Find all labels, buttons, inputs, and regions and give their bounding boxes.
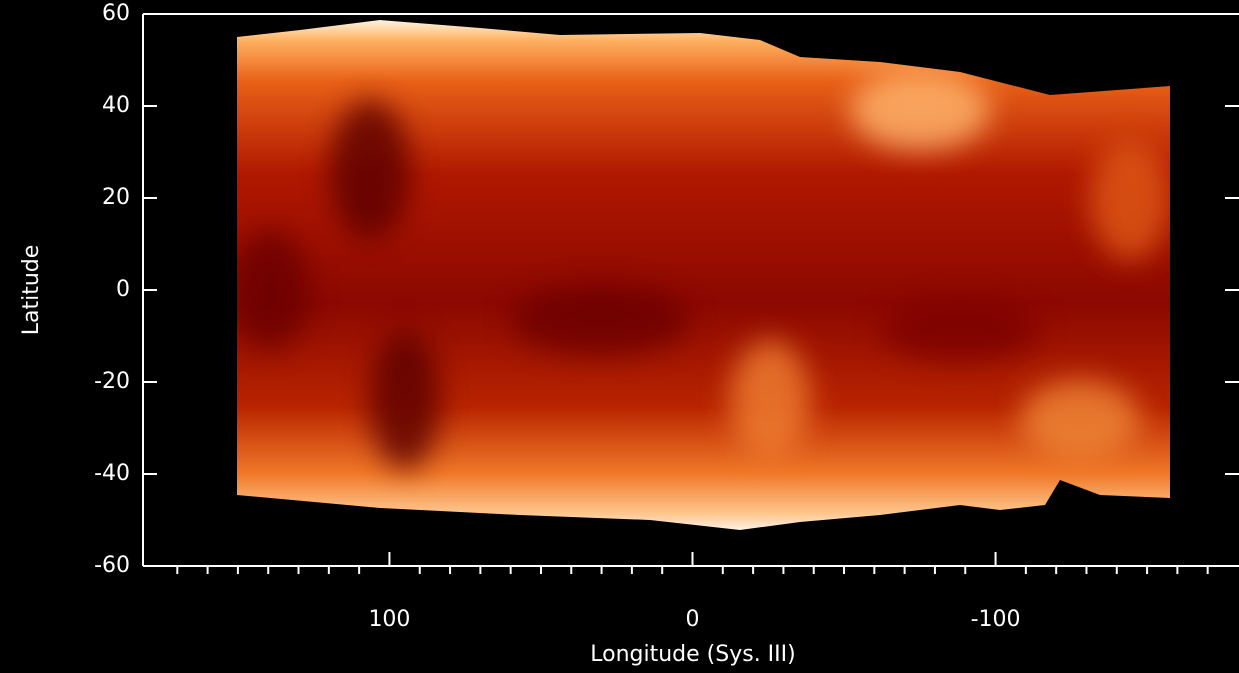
y-tick-label: -20 bbox=[94, 369, 130, 394]
y-tick-label: 20 bbox=[102, 185, 130, 210]
y-axis-label: Latitude bbox=[19, 245, 44, 336]
heatmap-field bbox=[237, 20, 1170, 530]
y-tick-label: -40 bbox=[94, 461, 130, 486]
y-tick-label: -60 bbox=[94, 553, 130, 578]
y-tick-label: 60 bbox=[102, 1, 130, 26]
y-tick-label: 40 bbox=[102, 93, 130, 118]
y-tick-label: 0 bbox=[116, 277, 130, 302]
x-axis-label: Longitude (Sys. III) bbox=[590, 642, 795, 667]
x-tick-label: 0 bbox=[686, 607, 700, 632]
x-tick-label: -100 bbox=[971, 607, 1021, 632]
x-tick-label: 100 bbox=[368, 607, 410, 632]
